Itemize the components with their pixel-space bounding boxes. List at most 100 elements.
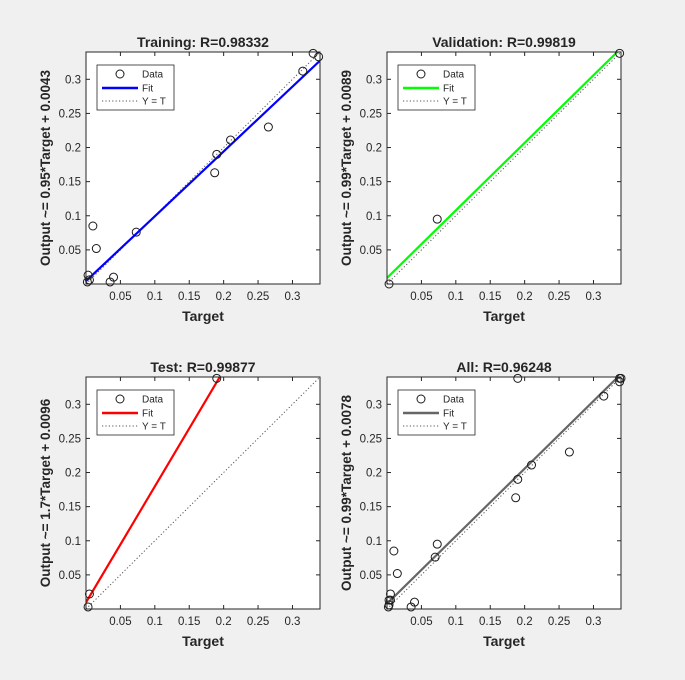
plot-validation-ytick-label: 0.25	[360, 108, 382, 120]
plot-all-legend-data-label: Data	[443, 395, 465, 406]
plot-training-ytick-label: 0.1	[65, 211, 81, 223]
plot-all-data-point	[406, 602, 416, 612]
plot-training-xtick-label: 0.3	[284, 291, 300, 303]
plot-validation-data-point	[615, 48, 625, 58]
plot-test-legend-data-marker	[115, 394, 125, 404]
plot-test-xlabel: Target	[182, 633, 224, 649]
plot-training-fit-line	[86, 59, 320, 282]
plot-all-xtick-label: 0.25	[548, 616, 570, 628]
plot-training-legend-identity-label: Y = T	[142, 97, 166, 108]
plot-all-data-point	[432, 539, 442, 549]
plot-training-xtick-label: 0.05	[109, 291, 131, 303]
plot-training-data-point	[131, 227, 141, 237]
plot-test-title: Test: R=0.99877	[150, 359, 255, 375]
plot-validation-ytick-label: 0.2	[366, 143, 382, 155]
plot-all-xtick-label: 0.1	[448, 616, 464, 628]
plot-training-xlabel: Target	[182, 308, 224, 324]
plot-training-xtick-label: 0.25	[247, 291, 269, 303]
plot-all-data-point	[385, 595, 395, 605]
plot-training-data-point	[314, 52, 324, 62]
plot-all: 0.05 0.1 0.15 0.2 0.25 0.3 0.05 0.1 0.15 0.2 0.25 0…	[339, 359, 626, 649]
plot-all-identity-line	[387, 377, 621, 609]
plot-training-ytick-label: 0.05	[59, 245, 81, 257]
plot-test-ytick-label: 0.25	[59, 433, 81, 445]
plot-training-data-point	[91, 244, 101, 254]
plot-training-xtick-label: 0.2	[216, 291, 232, 303]
plot-test-ytick-label: 0.15	[59, 502, 81, 514]
plot-all-ylabel: Output ~= 0.99*Target + 0.0078	[339, 395, 354, 591]
plot-training-xtick-label: 0.1	[147, 291, 163, 303]
plot-test-fit-line	[86, 377, 222, 604]
plot-training-legend: Data Fit Y = T	[96, 64, 175, 111]
plot-test-xtick-label: 0.2	[216, 616, 232, 628]
plot-all-ytick-label: 0.05	[360, 570, 382, 582]
plot-validation-xtick-label: 0.2	[517, 291, 533, 303]
plot-all-ytick-label: 0.1	[366, 536, 382, 548]
plot-training-data-point	[212, 149, 222, 159]
plot-training-xtick-label: 0.15	[178, 291, 200, 303]
plot-validation-axes-box	[386, 51, 622, 285]
plot-test-xtick-label: 0.05	[109, 616, 131, 628]
plot-test-xtick-label: 0.25	[247, 616, 269, 628]
plot-validation-ylabel: Output ~= 0.99*Target + 0.0089	[339, 70, 354, 266]
plot-all-xtick-label: 0.05	[410, 616, 432, 628]
plot-test-legend: Data Fit Y = T	[96, 389, 175, 436]
plot-all-legend-identity-label: Y = T	[443, 422, 467, 433]
plot-validation-legend: Data Fit Y = T	[397, 64, 476, 111]
plot-all-ytick-label: 0.25	[360, 433, 382, 445]
plot-all-title: All: R=0.96248	[456, 359, 552, 375]
plot-validation-ytick-label: 0.15	[360, 177, 382, 189]
plot-all-xtick-label: 0.15	[479, 616, 501, 628]
plot-test-axes-box	[85, 376, 321, 610]
plot-validation-xtick-label: 0.3	[585, 291, 601, 303]
plot-validation-ytick-label: 0.1	[366, 211, 382, 223]
plot-test-ytick-label: 0.05	[59, 570, 81, 582]
plot-all-legend-fit-label: Fit	[443, 409, 454, 420]
plot-validation-xtick-label: 0.25	[548, 291, 570, 303]
plot-all-legend: Data Fit Y = T	[397, 389, 476, 436]
plot-validation-title: Validation: R=0.99819	[432, 34, 576, 50]
plot-training-data-point	[83, 270, 93, 280]
plot-all-data-point	[511, 493, 521, 503]
plot-test-xtick-label: 0.15	[178, 616, 200, 628]
plot-test-identity-line	[86, 377, 320, 609]
plot-all-ytick-label: 0.2	[366, 468, 382, 480]
plot-test-data-point	[84, 589, 94, 599]
plot-test: 0.05 0.1 0.15 0.2 0.25 0.3 0.05 0.1 0.15 0.2 0.25 0…	[38, 359, 321, 649]
plot-test-xtick-label: 0.3	[284, 616, 300, 628]
plot-training-ytick-label: 0.2	[65, 143, 81, 155]
plot-validation-legend-data-marker	[416, 69, 426, 79]
plot-training: 0.05 0.1 0.15 0.2 0.25 0.3 0.05 0.1 0.15 0.2 0.25 0…	[38, 34, 324, 324]
plot-training-ytick-label: 0.15	[59, 177, 81, 189]
plot-validation-legend-identity-label: Y = T	[443, 97, 467, 108]
plot-training-data-point	[82, 277, 92, 287]
plot-training-legend-data-label: Data	[142, 70, 164, 81]
plot-training-ytick-label: 0.3	[65, 74, 81, 86]
plot-test-ytick-label: 0.1	[65, 536, 81, 548]
plot-test-legend-data-label: Data	[142, 395, 164, 406]
plot-validation-xtick-label: 0.1	[448, 291, 464, 303]
plot-training-data-point	[105, 277, 115, 287]
plot-test-legend-fit-label: Fit	[142, 409, 153, 420]
plot-validation-fit-line	[387, 52, 619, 279]
plot-test-ytick-label: 0.2	[65, 468, 81, 480]
plot-validation-ytick-label: 0.05	[360, 245, 382, 257]
plot-training-ytick-label: 0.25	[59, 108, 81, 120]
plot-all-xtick-label: 0.3	[585, 616, 601, 628]
plot-test-ytick-label: 0.3	[65, 399, 81, 411]
plot-validation-legend-fit-label: Fit	[443, 84, 454, 95]
plot-all-data-point	[410, 597, 420, 607]
plot-training-legend-data-marker	[115, 69, 125, 79]
plot-validation-xtick-label: 0.15	[479, 291, 501, 303]
plot-training-data-point	[210, 168, 220, 178]
plot-all-data-point	[430, 552, 440, 562]
plot-validation: 0.05 0.1 0.15 0.2 0.25 0.3 0.05 0.1 0.15 0.2 0.25 0…	[339, 34, 625, 324]
plot-all-data-point	[389, 546, 399, 556]
plot-validation-identity-line	[387, 52, 621, 284]
plot-all-data-point	[599, 391, 609, 401]
plot-training-legend-fit-label: Fit	[142, 84, 153, 95]
plot-all-fit-line	[387, 377, 620, 605]
plot-all-data-point	[385, 589, 395, 599]
plot-training-data-point	[88, 221, 98, 231]
